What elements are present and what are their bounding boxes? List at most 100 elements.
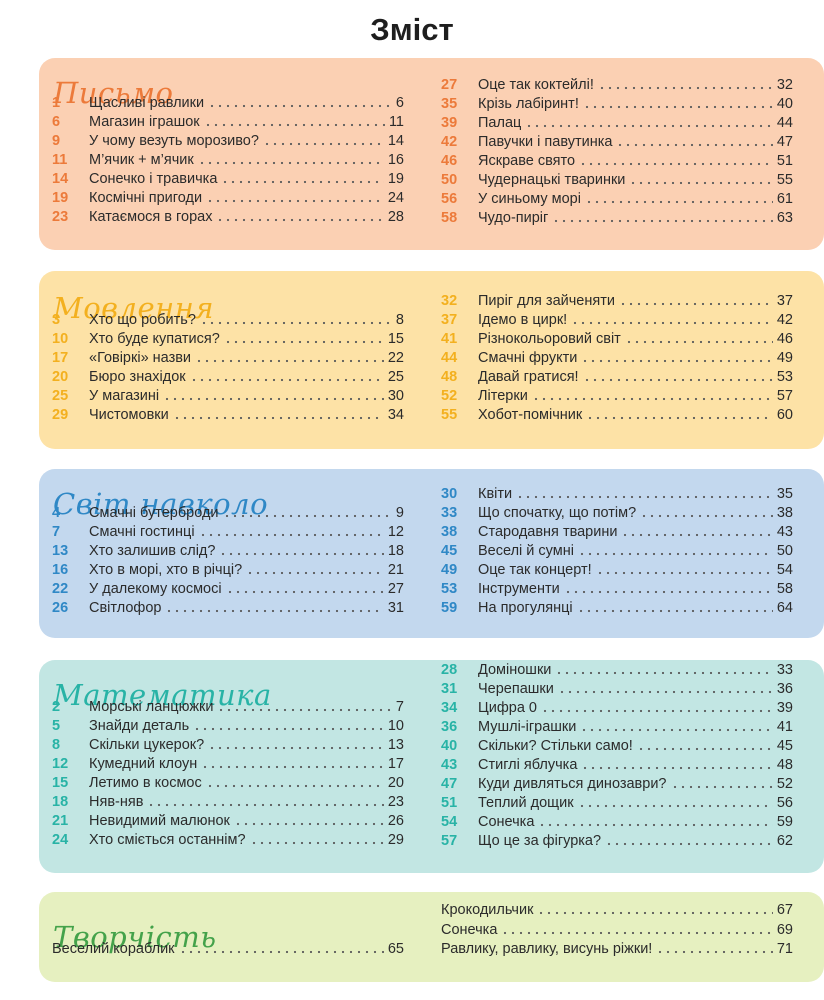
entry-title: М’ячик + м’ячик	[89, 152, 194, 168]
entry-page: 46	[776, 331, 793, 347]
dot-leader	[198, 533, 384, 537]
toc-entry: 29 Чистомовки 34	[52, 405, 404, 424]
toc-entry: 25 У магазині 30	[52, 386, 404, 405]
entry-number: 17	[52, 350, 69, 366]
entry-title: Чудернацькі тваринки	[478, 172, 626, 188]
entry-title: Смачні гостинці	[89, 524, 195, 540]
entry-page: 7	[395, 699, 404, 715]
page-title: Зміст	[370, 12, 454, 47]
entry-number: 30	[441, 486, 458, 502]
entry-title: Світлофор	[89, 600, 162, 616]
toc-entry: 5 Знайди деталь 10	[52, 716, 404, 735]
entry-number: 35	[441, 96, 458, 112]
entry-page: 34	[387, 407, 404, 423]
entry-page: 53	[776, 369, 793, 385]
entry-page: 12	[387, 524, 404, 540]
entry-page: 26	[387, 813, 404, 829]
entry-title: Веселий кораблик	[52, 941, 175, 957]
toc-entry: 36 Мушлі-іграшки 41	[441, 717, 793, 736]
entry-page: 31	[387, 600, 404, 616]
dot-leader	[189, 378, 384, 382]
entry-number: 46	[441, 153, 458, 169]
toc-entry: Крокодильчик 67	[441, 900, 793, 919]
entry-title: Летимо в космос	[89, 775, 202, 791]
entry-title: Давай гратися!	[478, 369, 579, 385]
entry-number: 27	[441, 77, 458, 93]
dot-leader	[624, 340, 773, 344]
entry-number: 2	[52, 699, 61, 715]
toc-entry: 10 Хто буде купатися? 15	[52, 329, 404, 348]
section-title: Письмо	[53, 76, 174, 110]
dot-leader	[262, 142, 384, 146]
entry-number: 43	[441, 757, 458, 773]
toc-entry: 32 Пиріг для зайченяти 37	[441, 291, 793, 310]
entry-page: 56	[776, 795, 793, 811]
toc-entry: 43 Стиглі яблучка 48	[441, 755, 793, 774]
entry-title: Теплий дощик	[478, 795, 574, 811]
toc-entry: 9 У чому везуть морозиво? 14	[52, 131, 404, 150]
entry-number: 20	[52, 369, 69, 385]
entry-number: 55	[441, 407, 458, 423]
entry-page: 43	[776, 524, 793, 540]
entry-number: 1	[52, 95, 61, 111]
dot-leader	[577, 552, 773, 556]
entry-page: 67	[776, 902, 793, 918]
entry-page: 49	[776, 350, 793, 366]
entry-title: Квіти	[478, 486, 513, 502]
dot-leader	[555, 671, 773, 675]
entry-title: Доміношки	[478, 662, 552, 678]
toc-entry: 17 «Говіркі» назви 22	[52, 348, 404, 367]
dot-leader	[223, 340, 384, 344]
entry-page: 42	[776, 312, 793, 328]
entry-page: 63	[776, 210, 793, 226]
toc-entry: 23 Катаємося в горах 28	[52, 207, 404, 226]
dot-leader	[581, 359, 773, 363]
dot-leader	[577, 804, 773, 808]
entry-page: 61	[776, 191, 793, 207]
entry-page: 40	[776, 96, 793, 112]
dot-leader	[222, 514, 392, 518]
entry-number: 36	[441, 719, 458, 735]
entry-number: 57	[441, 833, 458, 849]
entry-title: У чому везуть морозиво?	[89, 133, 259, 149]
toc-entry: 1 Щасливі равлики 6	[52, 93, 404, 112]
dot-leader	[531, 397, 773, 401]
dot-leader	[219, 552, 384, 556]
entry-page: 52	[776, 776, 793, 792]
entry-page: 24	[387, 190, 404, 206]
entry-title: Куди дивляться динозаври?	[478, 776, 667, 792]
entry-title: Равлику, равлику, висунь ріжки!	[441, 941, 653, 957]
entry-number: 45	[441, 543, 458, 559]
entry-title: Ідемо в цирк!	[478, 312, 568, 328]
entry-page: 39	[776, 700, 793, 716]
dot-leader	[216, 218, 384, 222]
toc-entry: Равлику, равлику, висунь ріжки! 71	[441, 939, 793, 958]
toc-entry: 27 Оце так коктейлі! 32	[441, 75, 793, 94]
toc-entry: 28 Доміношки 33	[441, 660, 793, 679]
dot-leader	[579, 162, 773, 166]
entry-title: Що це за фігурка?	[478, 833, 602, 849]
entry-title: Бюро знахідок	[89, 369, 186, 385]
section-pysmo: Письмо 1 Щасливі равлики 6 6 Магазин іграшок 1…	[39, 58, 824, 250]
entry-title: Хто що робить?	[89, 312, 196, 328]
entry-number: 14	[52, 171, 69, 187]
entry-title: Смачні бутерброди	[89, 505, 219, 521]
entry-title: Літерки	[478, 388, 528, 404]
entry-page: 57	[776, 388, 793, 404]
entry-number: 16	[52, 562, 69, 578]
entry-page: 60	[776, 407, 793, 423]
toc-entry: 47 Куди дивляться динозаври? 52	[441, 774, 793, 793]
toc-entry: Веселий кораблик 65	[52, 939, 404, 958]
entry-title: Цифра 0	[478, 700, 537, 716]
dot-leader	[557, 690, 773, 694]
dot-leader	[656, 950, 773, 954]
dot-leader	[586, 416, 773, 420]
entry-page: 47	[776, 134, 793, 150]
toc-entry: 3 Хто що робить? 8	[52, 310, 404, 329]
entry-page: 58	[776, 581, 793, 597]
dot-leader	[516, 495, 773, 499]
dot-leader	[563, 590, 773, 594]
dot-leader	[233, 822, 384, 826]
toc-entry: 57 Що це за фігурка? 62	[441, 831, 793, 850]
entry-title: Сонечко і травичка	[89, 171, 218, 187]
